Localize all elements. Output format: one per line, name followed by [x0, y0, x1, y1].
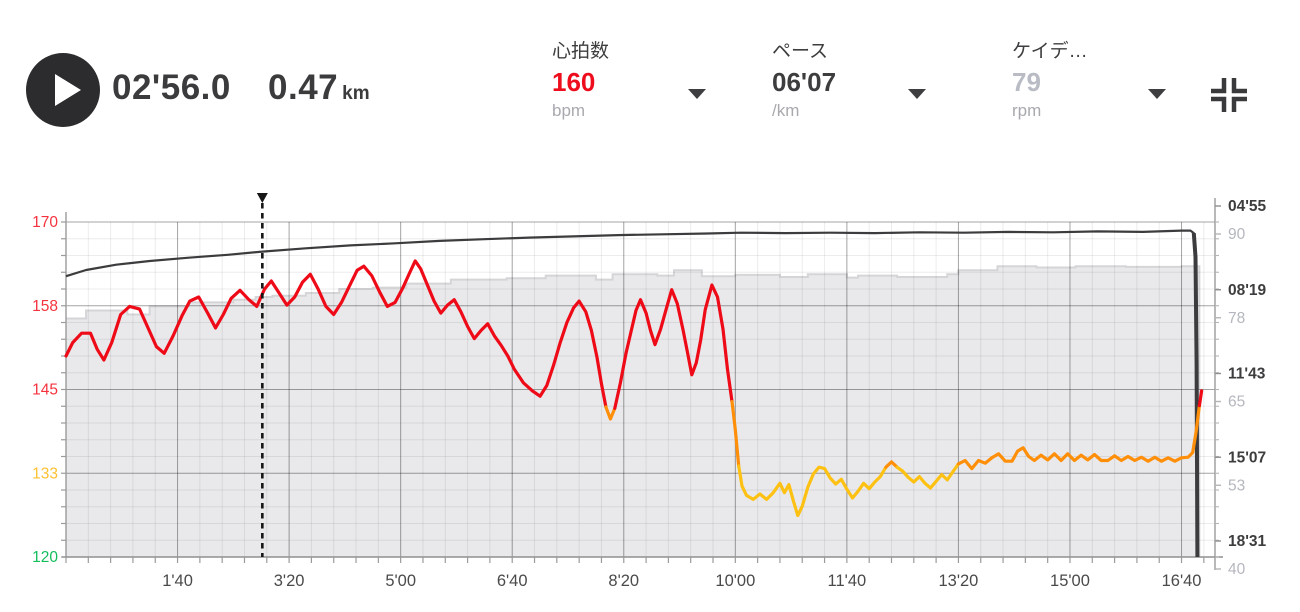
svg-text:8'20: 8'20: [608, 572, 639, 590]
metric-value: 79: [1012, 67, 1041, 97]
svg-text:1'40: 1'40: [162, 572, 193, 590]
pace-line: [65, 229, 1200, 558]
svg-text:145: 145: [32, 382, 58, 399]
svg-text:78: 78: [1228, 310, 1245, 327]
svg-text:11'43: 11'43: [1228, 366, 1266, 383]
svg-text:08'19: 08'19: [1228, 282, 1267, 299]
play-button[interactable]: [26, 53, 100, 127]
chart-gridlines: [65, 221, 1215, 558]
svg-text:90: 90: [1228, 226, 1246, 243]
distance: 0.47 km: [268, 68, 370, 108]
svg-text:11'40: 11'40: [828, 572, 867, 590]
chevron-down-icon[interactable]: [1148, 89, 1166, 99]
metric-label: ケイデ…: [1012, 41, 1088, 62]
elapsed-time: 02'56.0: [112, 68, 231, 107]
svg-text:158: 158: [32, 298, 58, 315]
playhead-marker[interactable]: [256, 193, 268, 557]
metric-value: 06'07: [772, 67, 837, 97]
chart-axes: [61, 198, 1223, 570]
collapse-fullscreen-icon[interactable]: [1204, 70, 1254, 120]
svg-text:170: 170: [32, 214, 58, 231]
svg-text:5'00: 5'00: [385, 572, 416, 590]
metric-unit: rpm: [1012, 101, 1042, 120]
svg-text:40: 40: [1228, 561, 1246, 578]
svg-text:65: 65: [1228, 394, 1245, 411]
axis-labels: 170 158 145 133 120 04'55 08'19 11'43 15'07 18'31…: [32, 198, 1266, 590]
svg-text:120: 120: [32, 549, 58, 566]
metric-unit: /km: [772, 101, 800, 120]
chevron-down-icon[interactable]: [688, 89, 706, 99]
svg-text:18'31: 18'31: [1228, 533, 1267, 550]
svg-text:16'40: 16'40: [1162, 572, 1202, 590]
distance-value: 0.47: [268, 68, 339, 107]
metric-cadence[interactable]: ケイデ… 79 rpm: [1012, 40, 1202, 122]
metric-label: 心拍数: [552, 41, 610, 62]
svg-text:3'20: 3'20: [274, 572, 305, 590]
svg-text:04'55: 04'55: [1228, 198, 1267, 215]
metric-value: 160: [552, 67, 596, 97]
heart-rate-line: [64, 259, 1204, 518]
metric-label: ペース: [772, 41, 829, 62]
metric-unit: bpm: [552, 101, 586, 120]
svg-text:6'40: 6'40: [497, 572, 528, 590]
metric-pace[interactable]: ペース 06'07 /km: [772, 40, 962, 122]
metric-heart-rate[interactable]: 心拍数 160 bpm: [552, 40, 742, 122]
svg-text:15'07: 15'07: [1228, 449, 1266, 466]
svg-text:15'00: 15'00: [1050, 572, 1090, 590]
svg-text:53: 53: [1228, 477, 1245, 494]
chevron-down-icon[interactable]: [908, 89, 926, 99]
svg-text:13'20: 13'20: [938, 572, 978, 590]
distance-unit: km: [342, 83, 370, 104]
cadence-area: [66, 265, 1201, 557]
svg-text:10'00: 10'00: [715, 572, 755, 590]
play-icon: [55, 74, 81, 106]
svg-text:133: 133: [32, 465, 58, 482]
